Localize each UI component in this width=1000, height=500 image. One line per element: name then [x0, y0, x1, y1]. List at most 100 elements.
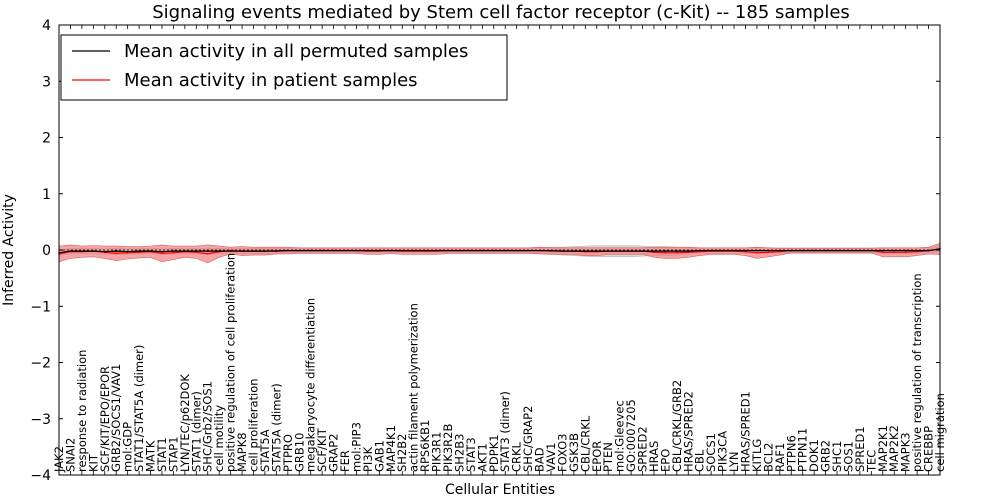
x-tick-label: SHC1 — [830, 441, 844, 472]
permuted-point — [184, 250, 186, 252]
permuted-point — [401, 249, 404, 252]
x-tick-label: MAP4K1 — [384, 425, 398, 472]
permuted-point — [367, 249, 369, 252]
permuted-point — [287, 249, 289, 252]
permuted-point — [470, 249, 472, 252]
permuted-point — [813, 249, 815, 252]
x-tick-label: STAT5A (dimer) — [269, 383, 283, 472]
x-tick-label: SCF/KIT/EPO/EPOR — [98, 366, 112, 472]
patient-point — [653, 251, 655, 254]
permuted-point — [252, 250, 255, 252]
permuted-point — [721, 249, 724, 252]
x-tick-label: STAT3 — [464, 437, 478, 472]
x-tick-label: CRKL — [510, 441, 524, 472]
permuted-point — [836, 249, 838, 252]
x-tick-label: RAF1 — [773, 443, 787, 472]
x-tick-label: SPRED2 — [636, 426, 650, 472]
permuted-point — [710, 249, 712, 252]
x-tick-label: PI3K — [361, 446, 375, 472]
x-tick-label: GAB1 — [372, 440, 386, 472]
permuted-point — [630, 250, 632, 252]
x-tick-label: actin filament polymerization — [407, 303, 421, 472]
permuted-point — [69, 250, 72, 252]
legend: Mean activity in all permuted samples Me… — [60, 34, 508, 101]
y-tick-label: 1 — [42, 187, 51, 203]
x-tick-label: VAV1 — [544, 443, 558, 472]
x-tick-label: PTPN6 — [784, 435, 798, 472]
x-tick-label: CBL — [693, 449, 707, 472]
patient-point — [161, 252, 163, 255]
x-tick-label: DOK1 — [807, 439, 821, 472]
x-tick-label: CBL/CRKL/GRB2 — [670, 380, 684, 472]
permuted-point — [779, 249, 781, 252]
y-tick-label: −1 — [30, 299, 51, 315]
permuted-point — [664, 250, 667, 252]
patient-point — [664, 252, 667, 254]
permuted-point — [573, 250, 575, 252]
x-tick-label: TEC — [864, 450, 878, 473]
permuted-point — [344, 249, 346, 252]
y-axis-label: Inferred Activity — [1, 194, 17, 306]
patient-point — [744, 250, 747, 253]
permuted-point — [607, 250, 609, 252]
x-tick-label: SH2B2 — [395, 434, 409, 472]
patient-point — [138, 251, 140, 254]
permuted-point — [847, 249, 850, 252]
x-tick-label: LYN — [727, 451, 741, 472]
permuted-point — [309, 249, 312, 252]
x-tick-label: SOS1 — [842, 441, 856, 472]
permuted-point — [332, 249, 335, 252]
permuted-point — [859, 249, 861, 252]
x-tick-label: STAT1/STAT5A (dimer) — [132, 345, 146, 472]
x-tick-label: mol:PIP3 — [350, 422, 364, 472]
x-tick-label: AKT1 — [475, 443, 489, 472]
patient-point — [676, 252, 678, 254]
patient-point — [206, 253, 209, 255]
x-tick-label: GRB10 — [292, 433, 306, 472]
permuted-point — [870, 249, 873, 252]
x-tick-label: SHC/Grb2/SOS1 — [201, 381, 215, 472]
permuted-point — [126, 250, 129, 253]
x-tick-label: SNAI2 — [63, 438, 77, 472]
y-tick-label: −2 — [30, 356, 51, 372]
permuted-point — [790, 249, 793, 252]
x-tick-label: GSK3B — [567, 433, 581, 472]
x-tick-label: BAD — [533, 447, 547, 472]
patient-point — [893, 251, 895, 254]
permuted-point — [435, 249, 438, 252]
x-tick-label: MAPK3 — [899, 432, 913, 472]
x-tick-label: MAPK8 — [235, 432, 249, 472]
permuted-point — [81, 250, 83, 252]
x-tick-label: CREBBP — [922, 426, 936, 472]
x-tick-label: PTPN11 — [796, 428, 810, 472]
x-tick-label: PTPRO — [281, 434, 295, 472]
x-tick-label: positive regulation of transcription — [910, 273, 924, 472]
permuted-point — [138, 250, 140, 252]
permuted-point — [744, 249, 747, 252]
permuted-point — [515, 249, 518, 252]
patient-point — [687, 251, 690, 254]
x-tick-label: SOCS1 — [704, 433, 718, 472]
permuted-point — [767, 249, 770, 252]
patient-point — [698, 250, 701, 253]
permuted-point — [550, 249, 552, 252]
x-tick-label: KITLG — [750, 439, 764, 472]
x-tick-label: PIK3CA — [716, 431, 730, 472]
x-tick-label: HRAS/SPRED1 — [739, 391, 753, 472]
x-tick-label: cell motility — [212, 405, 226, 472]
permuted-point — [904, 249, 907, 252]
permuted-point — [916, 249, 918, 252]
patient-range-band — [58, 242, 941, 264]
permuted-point — [206, 250, 209, 252]
legend-patient-label: Mean activity in patient samples — [124, 70, 418, 91]
chart-title: Signaling events mediated by Stem cell f… — [152, 2, 850, 23]
patient-point — [916, 250, 918, 253]
patient-point — [779, 250, 781, 253]
permuted-point — [504, 249, 507, 252]
x-tick-label: PTEN — [601, 442, 615, 472]
permuted-point — [584, 250, 587, 252]
x-tick-label: HRAS/SPRED2 — [681, 391, 695, 472]
x-axis-label: Cellular Entities — [445, 482, 555, 498]
x-tick-label: SCF/KIT — [315, 427, 329, 472]
permuted-point — [115, 250, 117, 252]
